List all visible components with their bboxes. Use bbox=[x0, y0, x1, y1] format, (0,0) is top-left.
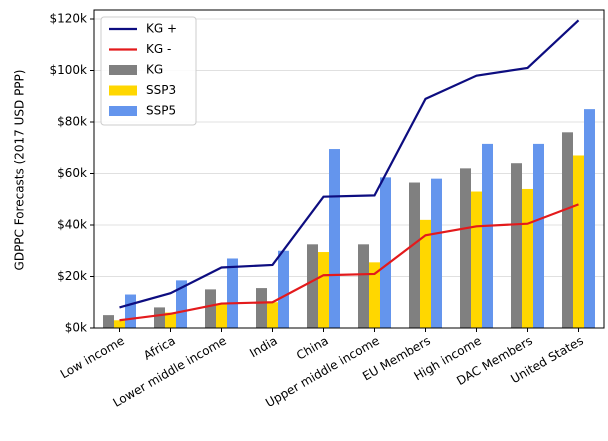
y-tick-label: $40k bbox=[57, 218, 87, 232]
y-tick-label: $60k bbox=[57, 166, 87, 180]
legend-swatch bbox=[109, 106, 137, 116]
plot-frame bbox=[93, 9, 605, 329]
y-tick-label: $80k bbox=[57, 115, 87, 129]
bar bbox=[584, 109, 595, 328]
y-tick-label: $120k bbox=[50, 12, 88, 26]
bar bbox=[482, 143, 493, 328]
legend-box bbox=[100, 16, 197, 126]
legend-swatch bbox=[109, 85, 137, 96]
bar bbox=[573, 155, 584, 328]
bar bbox=[267, 302, 278, 328]
bar bbox=[205, 289, 216, 328]
bar bbox=[369, 262, 380, 328]
line-series bbox=[119, 19, 580, 309]
bar bbox=[318, 252, 329, 328]
bar bbox=[562, 132, 573, 328]
bar bbox=[460, 168, 471, 328]
bar bbox=[522, 188, 533, 328]
bar bbox=[380, 177, 391, 328]
legend-label: KG + bbox=[146, 22, 177, 36]
y-tick-label: $20k bbox=[57, 269, 87, 283]
y-tick-label: $100k bbox=[50, 63, 88, 77]
bar bbox=[256, 288, 267, 328]
bar bbox=[227, 258, 238, 328]
legend-swatch bbox=[109, 65, 137, 75]
y-axis-label: GDPPC Forecasts (2017 USD PPP) bbox=[13, 70, 27, 271]
x-tick-label: China bbox=[294, 334, 331, 363]
line-series bbox=[119, 203, 579, 322]
bar bbox=[114, 320, 125, 328]
bar bbox=[431, 178, 442, 328]
bar bbox=[307, 244, 318, 328]
bar bbox=[103, 315, 114, 328]
x-tick-label: India bbox=[247, 334, 280, 361]
bar bbox=[329, 149, 340, 328]
legend-label: KG - bbox=[146, 42, 171, 56]
bar bbox=[420, 219, 431, 328]
bar bbox=[533, 143, 544, 328]
bar bbox=[409, 182, 420, 328]
bar bbox=[278, 250, 289, 328]
y-tick-label: $0k bbox=[65, 321, 87, 335]
legend-label: SSP5 bbox=[146, 104, 176, 118]
x-tick-label: Low income bbox=[58, 334, 127, 382]
bar bbox=[216, 303, 227, 328]
bar bbox=[125, 294, 136, 328]
x-tick-label: Africa bbox=[141, 334, 178, 363]
bar bbox=[471, 191, 482, 328]
legend-label: SSP3 bbox=[146, 83, 176, 97]
bar bbox=[176, 280, 187, 328]
legend-label: KG bbox=[146, 63, 163, 77]
bar bbox=[165, 312, 176, 328]
bar bbox=[154, 307, 165, 328]
bar bbox=[358, 244, 369, 328]
bar bbox=[511, 163, 522, 328]
